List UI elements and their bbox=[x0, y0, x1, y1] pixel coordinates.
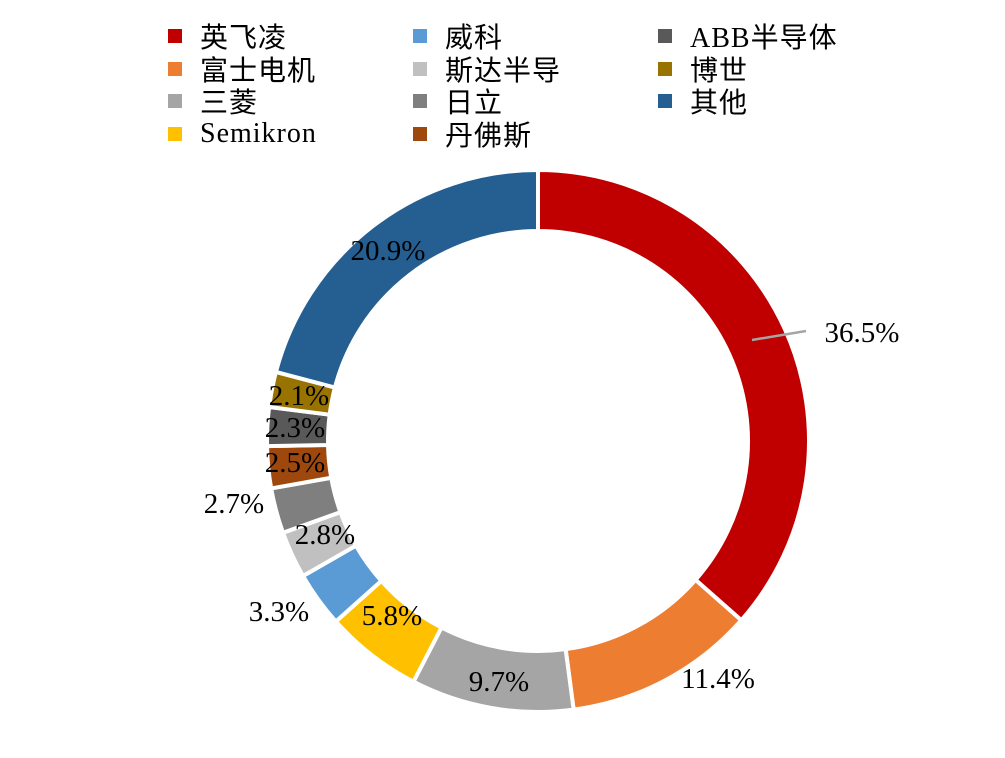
legend-swatch bbox=[413, 29, 427, 44]
legend-label: 三菱 bbox=[200, 88, 259, 120]
legend-label: 丹佛斯 bbox=[445, 120, 533, 152]
legend-label: 博世 bbox=[690, 55, 749, 87]
legend-item: 博世 bbox=[658, 53, 888, 87]
data-label: 9.7% bbox=[469, 666, 529, 698]
legend-swatch bbox=[658, 94, 672, 109]
legend-label: ABB半导体 bbox=[690, 23, 838, 55]
legend-item: 其他 bbox=[658, 85, 888, 119]
legend-swatch bbox=[413, 126, 427, 141]
legend-item: 富士电机 bbox=[168, 53, 413, 87]
legend-label: 斯达半导 bbox=[445, 55, 562, 87]
legend-swatch bbox=[413, 94, 427, 109]
legend-label: 富士电机 bbox=[200, 55, 317, 87]
legend-swatch bbox=[168, 94, 182, 109]
legend-item: 斯达半导 bbox=[413, 53, 658, 87]
legend-label: 威科 bbox=[445, 23, 504, 55]
data-label: 11.4% bbox=[681, 663, 755, 695]
legend-swatch bbox=[658, 61, 672, 76]
data-label: 2.3% bbox=[265, 412, 325, 444]
donut-slice bbox=[536, 167, 811, 624]
data-label: 2.7% bbox=[204, 488, 264, 520]
chart-legend: 英飞凌 富士电机 三菱 Semikron 威科 斯达半导 日立 丹佛斯 ABB半导体 博世 其他 bbox=[168, 20, 888, 152]
legend-item: 日立 bbox=[413, 85, 658, 119]
data-label: 3.3% bbox=[249, 596, 309, 628]
data-label: 36.5% bbox=[825, 317, 900, 349]
legend-item: ABB半导体 bbox=[658, 20, 888, 54]
legend-item: 三菱 bbox=[168, 85, 413, 119]
data-label: 20.9% bbox=[351, 235, 426, 267]
legend-item: 威科 bbox=[413, 20, 658, 54]
legend-swatch bbox=[168, 126, 182, 141]
legend-label: Semikron bbox=[200, 117, 317, 149]
donut-slice bbox=[273, 167, 540, 390]
legend-swatch bbox=[413, 61, 427, 76]
legend-item: Semikron bbox=[168, 118, 413, 151]
leader-line bbox=[751, 329, 807, 342]
legend-swatch bbox=[168, 61, 182, 76]
legend-swatch bbox=[168, 29, 182, 44]
legend-swatch bbox=[658, 29, 672, 44]
data-label: 5.8% bbox=[362, 600, 422, 632]
legend-item: 丹佛斯 bbox=[413, 118, 658, 152]
data-label: 2.1% bbox=[269, 380, 329, 412]
legend-label: 日立 bbox=[445, 88, 504, 120]
legend-item: 英飞凌 bbox=[168, 20, 413, 54]
legend-label: 英飞凌 bbox=[200, 23, 288, 55]
legend-label: 其他 bbox=[690, 88, 749, 120]
data-label: 2.5% bbox=[265, 447, 325, 479]
data-label: 2.8% bbox=[295, 519, 355, 551]
